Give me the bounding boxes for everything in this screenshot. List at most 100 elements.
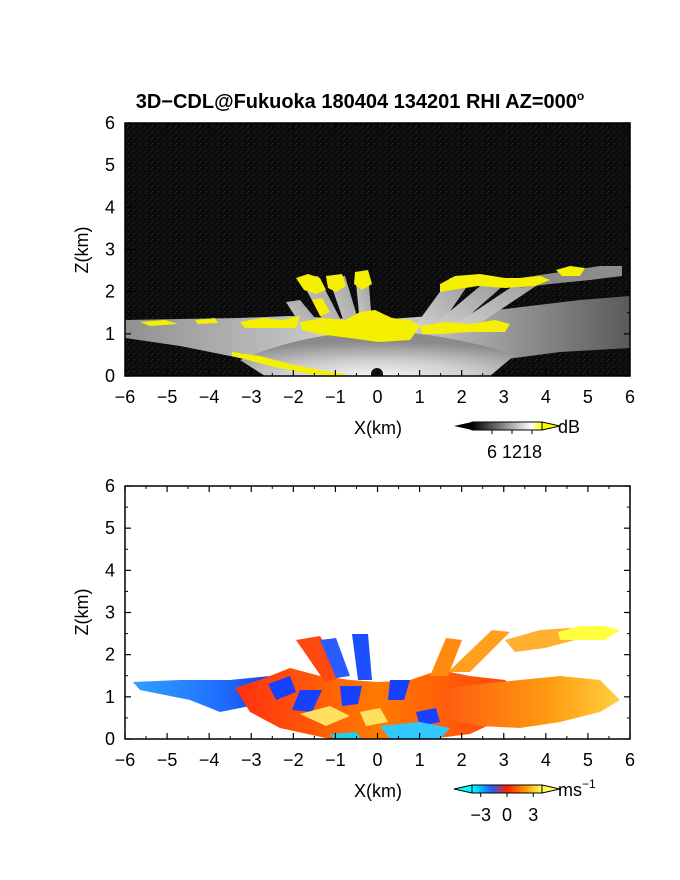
velocity-x-tick-label: −6 [115,750,136,770]
velocity-core [235,668,520,739]
snr-elevated-layer [520,266,622,288]
snr-y-axis-label: Z(km) [72,227,92,274]
snr-patch-plume-top-2 [326,274,346,292]
snr-colorbar-min-arrow [454,422,472,430]
snr-x-ticks: −6 −5 −4 −3 −2 −1 0 1 2 3 4 5 6 [115,123,635,407]
velocity-x-ticks: −6 −5 −4 −3 −2 −1 0 1 2 3 4 5 6 [115,486,635,770]
velocity-colorbar-tick-label: 0 [502,805,512,825]
velocity-elevated-layer [505,628,575,652]
velocity-colorbar-min-arrow [453,784,473,794]
velocity-y-axis-label: Z(km) [72,589,92,636]
velocity-plume-5 [448,630,510,672]
snr-x-tick-label: 2 [457,387,467,407]
velocity-colorbar-unit: ms−1 [558,777,596,800]
snr-patch-left-layer [140,320,178,326]
snr-patch-left-layer-3 [240,316,300,328]
velocity-plume-1 [296,636,345,682]
snr-colorbar-tick-label: 18 [522,442,542,462]
velocity-x-tick-label: 5 [583,750,593,770]
title-degree-sign: o [577,89,584,103]
snr-colorbar-tick-label: 12 [502,442,522,462]
velocity-yellow-2 [360,708,388,726]
snr-y-tick-label: 0 [105,366,115,386]
snr-colorbar-scale [472,422,542,430]
snr-patch-plume-mid [312,298,330,316]
snr-x-tick-label: −6 [115,387,136,407]
velocity-colorbar: ms−1 −3 0 3 [453,777,596,825]
velocity-right-layer [440,676,620,728]
velocity-blue-streaks [268,676,440,726]
snr-patch-left-layer-2 [195,318,218,324]
velocity-streak-1 [268,676,296,700]
snr-colorbar-frame [471,421,543,431]
velocity-colorbar-scale [472,785,542,793]
snr-patch-plume-top-3 [354,270,372,290]
snr-x-tick-label: 0 [372,387,382,407]
snr-patch-core-right [420,320,510,334]
velocity-plume-3 [352,634,372,680]
velocity-x-tick-label: 0 [372,750,382,770]
velocity-colorbar-tick-label: 3 [528,805,538,825]
velocity-x-tick-label: −1 [325,750,346,770]
velocity-y-tick-label: 4 [105,560,115,580]
velocity-plume-4 [430,638,462,676]
velocity-colorbar-ticks: −3 0 3 [470,793,538,825]
velocity-y-tick-label: 3 [105,603,115,623]
velocity-yellow-1 [300,706,350,726]
velocity-y-tick-label: 2 [105,645,115,665]
velocity-x-axis-label: X(km) [354,781,402,801]
velocity-colorbar-tick-label: −3 [470,805,491,825]
snr-plume-6 [430,282,505,328]
velocity-far-patch [558,626,620,640]
snr-echo-field [125,266,630,376]
velocity-ground-cyan [330,732,362,739]
velocity-streak-2 [292,690,322,712]
snr-y-tick-label: 1 [105,324,115,344]
snr-patch-plume-top-1 [296,274,326,294]
snr-colorbar: dB 6 12 18 [454,417,580,462]
velocity-x-tick-label: −2 [283,750,304,770]
velocity-y-tick-label: 5 [105,518,115,538]
snr-colorbar-unit: dB [558,417,580,437]
snr-y-tick-label: 2 [105,282,115,302]
snr-y-tick-label: 4 [105,197,115,217]
snr-y-tick-label: 6 [105,113,115,133]
snr-x-axis-label: X(km) [354,418,402,438]
snr-patch-far-right [556,266,585,276]
velocity-colorbar-unit-exponent: −1 [582,777,596,791]
snr-x-tick-label: 1 [415,387,425,407]
title-text: 3D−CDL@Fukuoka 180404 134201 RHI AZ=000 [136,91,577,113]
snr-y-tick-label: 3 [105,240,115,260]
snr-x-tick-label: −5 [157,387,178,407]
velocity-y-tick-label: 1 [105,687,115,707]
velocity-x-tick-label: 3 [499,750,509,770]
velocity-y-tick-label: 0 [105,729,115,749]
velocity-y-tick-label: 6 [105,476,115,496]
velocity-x-tick-label: 1 [415,750,425,770]
snr-x-tick-label: 4 [541,387,551,407]
snr-x-tick-label: −1 [325,387,346,407]
snr-patch-upper-right [440,274,550,292]
velocity-streak-5 [416,708,440,726]
snr-patch-core [300,310,420,342]
velocity-streak-4 [388,680,410,700]
velocity-streak-3 [340,686,362,706]
snr-x-tick-label: −2 [283,387,304,407]
snr-x-tick-label: 5 [583,387,593,407]
snr-plume-5 [415,278,470,326]
velocity-x-tick-label: 2 [457,750,467,770]
snr-y-ticks: 0 1 2 3 4 5 6 [105,113,630,386]
velocity-x-tick-label: 6 [625,750,635,770]
velocity-near-radar-cyan [380,722,450,739]
snr-colorbar-ticks: 6 12 18 [487,430,542,462]
velocity-left-layer [133,676,275,712]
snr-saturated-patches [140,266,585,376]
snr-near-range-cone [240,330,515,376]
snr-x-tick-label: 3 [499,387,509,407]
snr-colorbar-tick-label: 6 [487,442,497,462]
velocity-x-tick-label: −4 [199,750,220,770]
figure-title: 3D−CDL@Fukuoka 180404 134201 RHI AZ=000o [136,89,585,113]
